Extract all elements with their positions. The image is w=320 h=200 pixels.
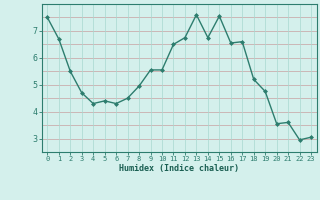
X-axis label: Humidex (Indice chaleur): Humidex (Indice chaleur) <box>119 164 239 173</box>
